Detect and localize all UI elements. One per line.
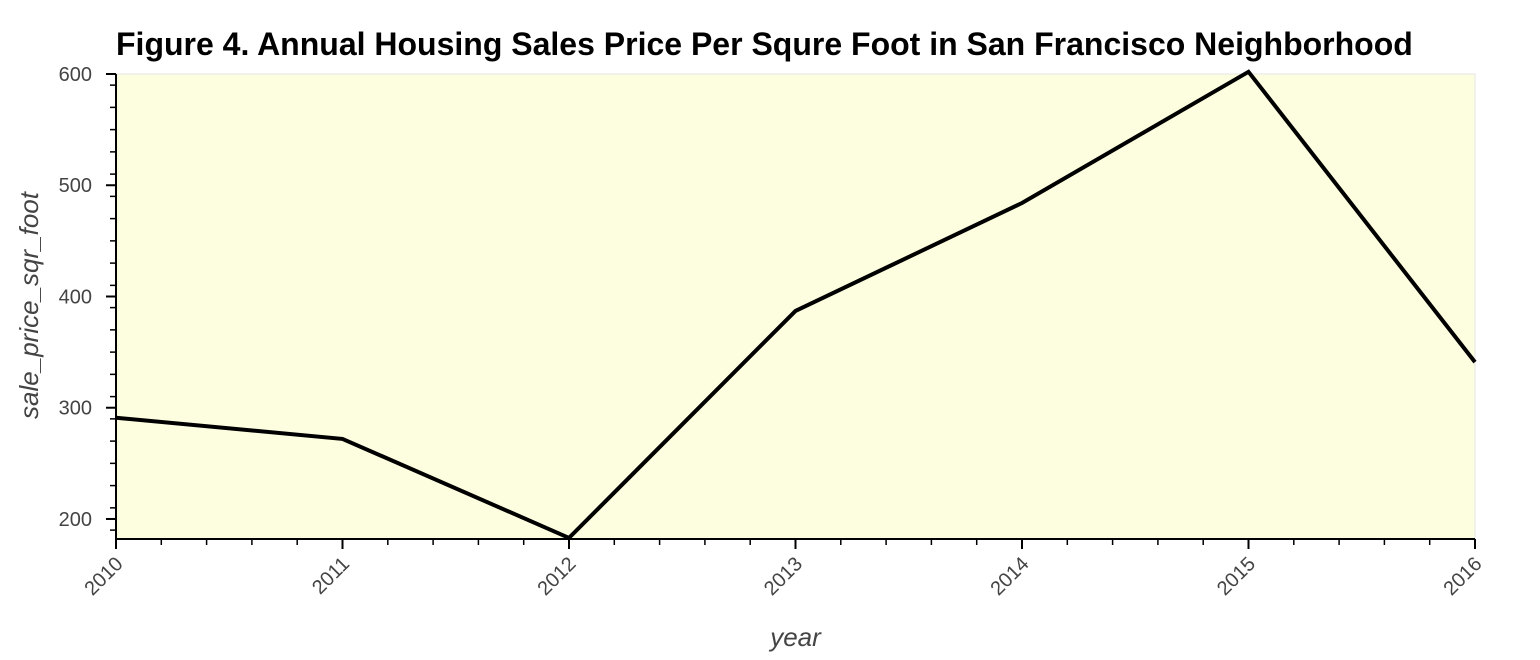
x-axis: 2010 2011 2012 2013 2014 2015 2016 — [81, 538, 1487, 600]
plot-background — [115, 73, 1476, 540]
y-axis: 200 300 400 500 600 — [59, 64, 117, 539]
x-tick-label: 2011 — [308, 553, 354, 599]
x-tick-label: 2016 — [1440, 553, 1487, 600]
x-tick-label: 2013 — [760, 553, 807, 600]
y-axis-label: sale_price_sqr_foot — [14, 190, 44, 419]
y-tick-label: 400 — [59, 286, 92, 308]
x-tick-label: 2012 — [534, 553, 581, 600]
y-tick-label: 500 — [59, 175, 92, 197]
x-tick-label: 2010 — [81, 553, 128, 600]
chart-title: Figure 4. Annual Housing Sales Price Per… — [116, 26, 1413, 62]
x-axis-label: year — [768, 622, 822, 652]
y-tick-label: 300 — [59, 398, 92, 420]
y-tick-label: 600 — [59, 64, 92, 86]
y-tick-label: 200 — [59, 509, 92, 531]
x-tick-label: 2014 — [987, 553, 1034, 600]
x-tick-label: 2015 — [1213, 553, 1260, 600]
series-layer — [115, 69, 1477, 541]
series-line-0 — [115, 69, 1477, 541]
